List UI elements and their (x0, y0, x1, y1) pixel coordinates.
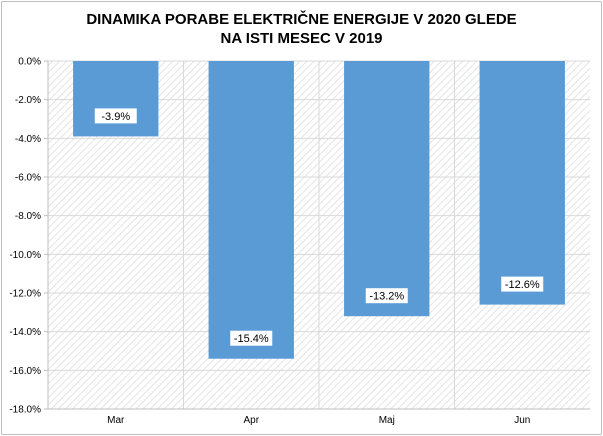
y-tick-label: 0.0% (18, 57, 41, 68)
data-label: -13.2% (369, 291, 404, 303)
x-tick-label: Maj (379, 415, 395, 426)
bar-mar (73, 61, 159, 137)
y-tick-label: -14.0% (9, 327, 41, 338)
chart-title-line-2: NA ISTI MESEC V 2019 (220, 30, 383, 47)
bar-apr (208, 61, 294, 359)
y-tick-label: -10.0% (9, 250, 41, 261)
data-label-box (501, 276, 544, 292)
data-label: -12.6% (505, 279, 540, 291)
y-tick-label: -12.0% (9, 289, 41, 300)
chart-title-line-1: DINAMIKA PORABE ELEKTRIČNE ENERGIJE V 20… (86, 11, 517, 28)
bar-maj (344, 61, 430, 317)
data-label-box (365, 288, 408, 304)
x-tick-label: Apr (243, 415, 259, 426)
y-tick-label: -6.0% (15, 173, 41, 184)
y-tick-label: -16.0% (9, 366, 41, 377)
y-tick-label: -8.0% (15, 211, 41, 222)
bar-jun (479, 61, 565, 305)
y-tick-label: -18.0% (9, 405, 41, 416)
data-label: -3.9% (101, 111, 130, 123)
data-label: -15.4% (234, 333, 269, 345)
y-tick-label: -2.0% (15, 95, 41, 106)
chart-title: DINAMIKA PORABE ELEKTRIČNE ENERGIJE V 20… (0, 10, 603, 48)
y-tick-label: -4.0% (15, 134, 41, 145)
data-label-box (94, 108, 137, 124)
x-tick-label: Mar (107, 415, 125, 426)
data-label-box (230, 330, 273, 346)
x-tick-label: Jun (514, 415, 530, 426)
